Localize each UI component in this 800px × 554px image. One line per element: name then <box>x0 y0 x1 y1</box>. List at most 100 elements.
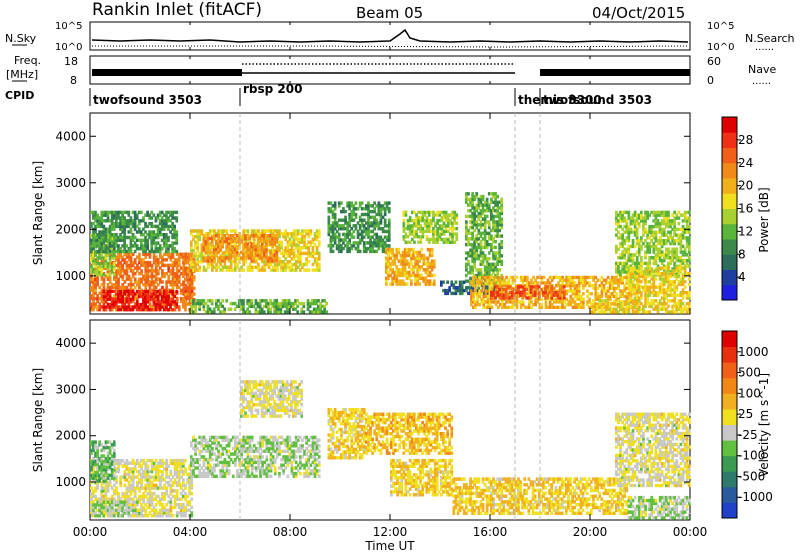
data-cell <box>371 221 374 225</box>
data-cell <box>623 216 626 220</box>
data-cell <box>395 265 399 269</box>
data-cell <box>196 243 199 247</box>
data-cell <box>90 270 93 274</box>
data-cell <box>331 235 335 239</box>
data-cell <box>331 215 335 219</box>
data-cell <box>590 284 593 288</box>
data-cell <box>650 239 654 243</box>
data-cell <box>483 234 487 238</box>
data-cell <box>613 289 616 293</box>
data-cell <box>528 292 531 296</box>
data-cell <box>227 307 231 311</box>
freq-panel: Freq. [MHz] 18 8 60 0 Nave ...... <box>6 54 776 87</box>
data-cell <box>385 204 389 208</box>
data-cell <box>656 247 660 251</box>
data-cell <box>138 277 141 281</box>
data-cell <box>236 262 239 267</box>
data-cell <box>613 275 616 280</box>
data-cell <box>582 275 585 280</box>
data-cell <box>460 288 464 293</box>
data-cell <box>112 249 116 254</box>
data-cell <box>393 253 396 258</box>
data-cell <box>656 256 660 260</box>
data-cell <box>619 281 622 285</box>
data-cell <box>142 252 145 256</box>
data-cell <box>621 213 624 217</box>
data-cell <box>652 256 656 260</box>
data-cell <box>217 242 220 246</box>
data-cell <box>604 289 608 293</box>
data-cell <box>290 265 294 269</box>
data-cell <box>573 286 577 290</box>
data-cell <box>416 259 419 263</box>
data-cell <box>529 285 533 289</box>
data-cell <box>504 296 508 300</box>
data-cell <box>559 275 562 280</box>
data-cell <box>121 308 125 312</box>
data-cell <box>278 260 281 264</box>
data-cell <box>475 254 479 258</box>
data-cell <box>635 239 639 243</box>
data-cell <box>404 213 408 217</box>
data-cell <box>171 308 174 312</box>
data-cell <box>498 223 501 227</box>
data-cell <box>275 299 279 303</box>
data-cell <box>152 238 156 242</box>
data-cell <box>171 266 175 270</box>
data-cell <box>427 221 431 225</box>
data-cell <box>167 266 171 270</box>
data-cell <box>190 283 194 288</box>
data-cell <box>335 224 339 228</box>
data-cell <box>112 221 116 226</box>
data-cell <box>215 247 218 252</box>
data-cell <box>354 207 358 211</box>
data-cell <box>267 243 271 247</box>
data-cell <box>192 260 195 264</box>
data-cell <box>552 290 556 295</box>
data-cell <box>352 229 356 234</box>
data-cell <box>440 216 444 220</box>
data-cell <box>219 254 223 258</box>
data-cell <box>252 251 256 256</box>
data-cell <box>117 283 120 287</box>
data-cell <box>92 308 95 312</box>
data-cell <box>204 232 208 236</box>
data-cell <box>246 234 249 238</box>
data-cell <box>387 209 391 214</box>
data-cell <box>456 288 460 293</box>
data-cell <box>615 307 618 311</box>
data-cell <box>260 236 264 241</box>
data-cell <box>140 263 143 268</box>
data-cell <box>472 294 475 299</box>
data-cell <box>265 236 268 241</box>
data-cell <box>148 288 152 292</box>
data-cell <box>615 247 618 251</box>
data-cell <box>94 280 97 284</box>
data-cell <box>211 229 214 233</box>
data-cell <box>229 245 233 249</box>
data-cell <box>523 275 527 280</box>
data-cell <box>142 258 145 262</box>
data-cell <box>146 266 150 270</box>
data-cell <box>94 291 97 295</box>
data-cell <box>362 241 366 245</box>
data-cell <box>106 216 110 220</box>
data-cell <box>344 218 347 222</box>
data-cell <box>154 289 158 293</box>
data-cell <box>460 291 464 296</box>
data-cell <box>648 258 651 263</box>
data-cell <box>635 307 639 311</box>
data-cell <box>200 248 204 253</box>
data-cell <box>129 283 133 287</box>
data-cell <box>365 232 368 237</box>
data-cell <box>679 299 683 303</box>
data-cell <box>129 305 133 309</box>
data-cell <box>146 295 149 299</box>
data-cell <box>600 289 604 293</box>
data-cell <box>284 246 288 250</box>
data-cell <box>556 290 560 295</box>
data-cell <box>133 272 137 276</box>
data-cell <box>280 240 283 244</box>
data-cell <box>485 268 489 272</box>
data-cell <box>131 260 135 265</box>
